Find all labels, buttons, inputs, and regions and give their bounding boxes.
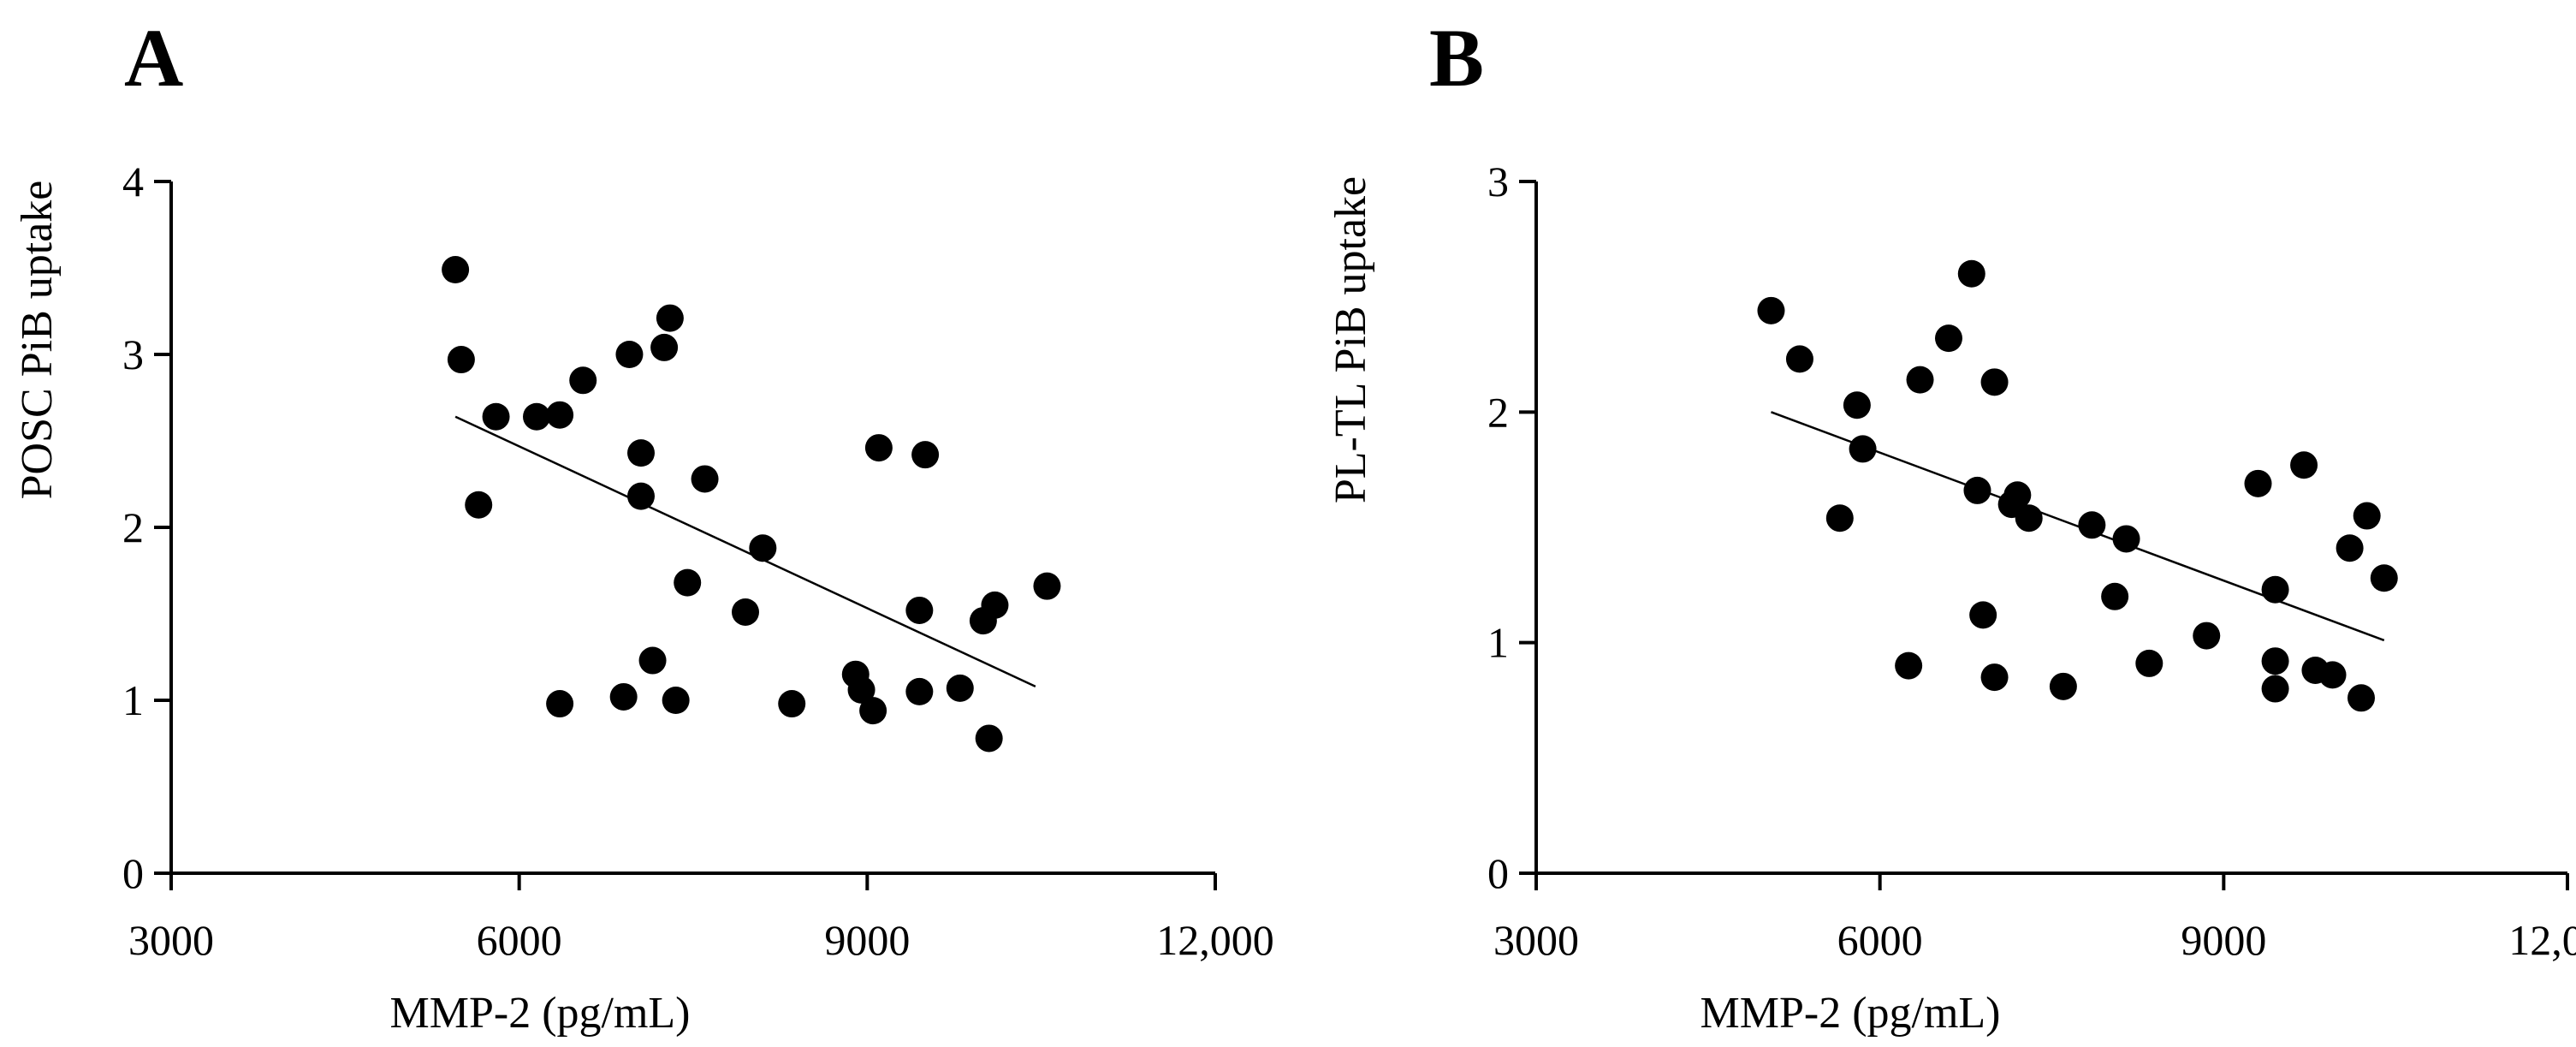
panel-a-data-point bbox=[615, 341, 644, 368]
panel-b-data-point bbox=[1757, 296, 1785, 324]
panel-a-data-point bbox=[905, 677, 934, 705]
panel-b-data-point bbox=[1963, 476, 1991, 504]
panel-b-data-point bbox=[2244, 469, 2272, 497]
panel-b-y-tick-label: 2 bbox=[1487, 388, 1509, 436]
panel-a-fit-line bbox=[454, 415, 1036, 687]
panel-a-data-point bbox=[627, 439, 655, 467]
panel-b-data-point bbox=[2336, 534, 2364, 562]
panel-a-data-point bbox=[546, 690, 574, 718]
panel-a-data-point bbox=[975, 724, 1003, 753]
panel-b-data-point bbox=[2101, 582, 2129, 610]
panel-a-xlabel: MMP-2 (pg/mL) bbox=[390, 989, 691, 1038]
panel-a-letter: A bbox=[124, 12, 183, 104]
panel-b-data-point bbox=[2261, 575, 2289, 604]
panel-a-points bbox=[442, 256, 1061, 753]
panel-a-y-tick-label: 0 bbox=[122, 849, 144, 897]
panel-a-data-point bbox=[465, 491, 493, 519]
panel-a-data-point bbox=[627, 482, 655, 510]
panel-b-data-point bbox=[2347, 684, 2375, 712]
panel-b-y-tick-label: 1 bbox=[1487, 619, 1509, 667]
panel-b-data-point bbox=[2003, 481, 2032, 509]
panel-b-data-point bbox=[1969, 601, 1997, 629]
panel-a-y-tick-label: 1 bbox=[122, 676, 144, 724]
panel-b-data-point bbox=[1935, 324, 1962, 353]
panel-b-data-point bbox=[2261, 675, 2289, 703]
panel-a-y-tick-label: 4 bbox=[122, 158, 144, 205]
panel-b-data-point bbox=[1906, 366, 1934, 394]
panel-b-data-point bbox=[2261, 647, 2289, 675]
panel-a-data-point bbox=[523, 402, 550, 431]
panel-a-data-point bbox=[864, 434, 893, 462]
panel-a-data-point bbox=[691, 465, 719, 493]
panel-a-data-point bbox=[981, 591, 1009, 619]
panel-a: A POSC PiB uptake MMP-2 (pg/mL) 0 1 2 3 4 300… bbox=[13, 12, 1274, 1038]
panel-a-data-point bbox=[1033, 572, 1061, 600]
panel-b-data-point bbox=[2049, 672, 2077, 700]
panel-b-data-point bbox=[1980, 368, 2009, 396]
panel-a-x-tick-label: 12,000 bbox=[1156, 916, 1274, 964]
panel-b-x-tick-label: 9000 bbox=[2181, 916, 2266, 964]
panel-b-data-point bbox=[1957, 259, 1985, 288]
panel-b-data-point bbox=[2370, 564, 2398, 592]
panel-b-data-point bbox=[2290, 451, 2318, 479]
panel-b-data-point bbox=[2015, 504, 2043, 532]
panel-a-data-point bbox=[569, 366, 597, 395]
panel-a-x-tick-label: 9000 bbox=[824, 916, 910, 964]
panel-b-data-point bbox=[1843, 391, 1871, 419]
panel-b-data-point bbox=[2353, 502, 2381, 530]
panel-b-data-point bbox=[1785, 345, 1813, 373]
panel-a-x-tick-label: 6000 bbox=[477, 916, 562, 964]
panel-a-data-point bbox=[905, 596, 934, 624]
panel-b-data-point bbox=[2135, 649, 2163, 677]
panel-b-axes: 0 1 2 3 3000 6000 9000 12,000 bbox=[1487, 158, 2576, 964]
panel-b-y-tick-label: 0 bbox=[1487, 849, 1509, 897]
panel-a-data-point bbox=[911, 441, 940, 469]
panel-a-data-point bbox=[650, 333, 679, 361]
panel-b-xlabel: MMP-2 (pg/mL) bbox=[1701, 989, 2001, 1038]
panel-b-data-point bbox=[1980, 663, 2009, 692]
panel-a-data-point bbox=[946, 674, 974, 702]
panel-a-y-tick-label: 2 bbox=[122, 503, 144, 551]
panel-a-y-tick-label: 3 bbox=[122, 330, 144, 378]
panel-b-data-point bbox=[1825, 504, 1854, 532]
panel-a-data-point bbox=[778, 690, 806, 718]
panel-a-data-point bbox=[749, 534, 777, 562]
panel-a-fit-line-group bbox=[454, 415, 1036, 687]
panel-a-x-tick-label: 3000 bbox=[128, 916, 214, 964]
panel-b-y-tick-label: 3 bbox=[1487, 158, 1509, 205]
panel-a-axes: 0 1 2 3 4 3000 6000 9000 12,000 bbox=[122, 158, 1274, 964]
panel-b-data-point bbox=[2112, 525, 2140, 553]
panel-b-x-tick-label: 3000 bbox=[1493, 916, 1579, 964]
panel-a-data-point bbox=[447, 346, 475, 374]
panel-a-data-point bbox=[732, 598, 759, 626]
panel-b-x-tick-label: 12,000 bbox=[2508, 916, 2576, 964]
panel-b-data-point bbox=[2078, 511, 2106, 539]
panel-b-data-point bbox=[2318, 661, 2347, 689]
panel-a-data-point bbox=[859, 697, 887, 725]
panel-a-data-point bbox=[546, 401, 574, 429]
panel-a-data-point bbox=[609, 682, 638, 711]
panel-b-data-point bbox=[2193, 622, 2221, 650]
panel-a-data-point bbox=[662, 687, 690, 714]
panel-a-ylabel: POSC PiB uptake bbox=[13, 181, 62, 500]
panel-a-data-point bbox=[482, 402, 510, 431]
panel-b-data-point bbox=[1849, 435, 1877, 463]
panel-b: B PL-TL PiB uptake MMP-2 (pg/mL) 0 1 2 3 300… bbox=[1327, 12, 2576, 1038]
panel-a-data-point bbox=[638, 646, 667, 675]
panel-b-x-tick-label: 6000 bbox=[1837, 916, 1923, 964]
panel-b-data-point bbox=[1895, 651, 1923, 680]
panel-a-data-point bbox=[847, 675, 875, 704]
panel-b-letter: B bbox=[1429, 12, 1484, 104]
panel-a-data-point bbox=[656, 304, 684, 332]
panel-b-points bbox=[1757, 259, 2398, 712]
panel-b-ylabel: PL-TL PiB uptake bbox=[1327, 176, 1375, 503]
panel-a-data-point bbox=[674, 568, 702, 597]
panel-a-data-point bbox=[442, 256, 470, 284]
